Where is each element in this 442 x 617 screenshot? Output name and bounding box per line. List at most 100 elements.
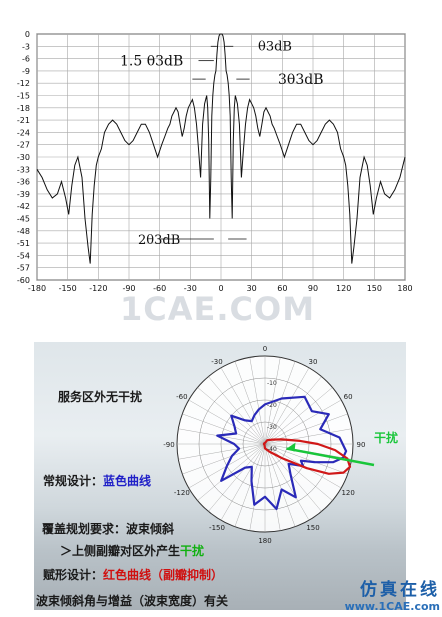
polar-spoke [220,367,266,445]
brand-url: www.1CAE.com [344,600,440,613]
polar-angle-label: -60 [176,393,187,401]
polar-angle-label: 120 [341,489,354,497]
polar-spoke [264,376,322,445]
x-tick-label: 60 [277,284,287,293]
interference-label: 干扰 [374,430,398,445]
caption-upper-sidelobe: ＞上侧副瓣对区外产生干扰 [60,542,204,559]
x-tick-label: -90 [122,284,135,293]
caption-conventional-prefix: 常规设计： [43,474,104,488]
annotation-1-5-theta3db: 1.5 θ3dB [120,54,183,70]
brand-name: 仿真在线 [360,580,440,600]
polar-spoke [220,443,266,521]
polar-spoke [264,361,296,445]
y-tick-label: -57 [17,264,30,273]
y-tick-label: -3 [22,42,30,51]
x-tick-label: 30 [247,284,257,293]
y-tick-label: -24 [17,128,30,137]
polar-spoke [178,443,266,460]
y-tick-label: -33 [17,165,30,174]
cartesian-radiation-pattern-chart: 0 -3 -6 -9 -12 -15 -18 -21 -24 -27 -30 -33 -36 -39 -42… [17,30,413,293]
x-tick-label: -60 [153,284,166,293]
polar-radiation-pattern-chart: 0 30 60 90 120 150 180 -150 -120 -90 -60 -30 -10 -20 -… [163,345,398,545]
polar-angle-label: 90 [357,441,366,449]
polar-angle-label: 30 [309,358,318,366]
caption-tilt-gain: 波束倾斜角与增益（波束宽度）有关 [36,594,229,608]
blue-pattern-curve [216,395,348,511]
polar-spoke [182,443,266,475]
polar-spoke [264,387,333,445]
y-tick-label: -36 [17,178,30,187]
y-tick-label: -45 [17,215,30,224]
y-tick-label: 0 [25,30,30,39]
x-tick-label: -150 [59,284,77,293]
y-tick-label: -48 [17,227,30,236]
caption-upper-sidelobe-prefix: ＞上侧副瓣对区外产生 [60,544,181,558]
y-tick-label: -21 [17,116,30,125]
pattern-line [36,33,406,264]
polar-spoke [264,443,310,521]
polar-spoke [264,443,333,501]
polar-angle-label: 180 [258,537,271,545]
polar-spoke [234,443,266,527]
polar-spoke [264,443,348,475]
polar-angle-label: 0 [263,345,267,353]
polar-spoke [264,367,310,445]
x-tick-label: -180 [28,284,46,293]
caption-conventional: 常规设计：蓝色曲线 [43,472,151,489]
polar-spoke [178,428,266,445]
polar-spoke [264,443,296,527]
polar-spoke [208,443,266,512]
polar-spoke [197,443,266,501]
polar-spoke [249,357,266,445]
polar-radial-label: -10 [267,380,277,387]
x-tick-label: 150 [367,284,382,293]
caption-upper-sidelobe-green: 干扰 [180,544,205,558]
polar-angle-label: -30 [211,358,222,366]
caption-coverage-req: 覆盖规划要求：波束倾斜 [42,522,175,536]
polar-spoke [208,376,266,445]
annotation-theta3db: θ3dB [258,39,292,54]
y-tick-label: -60 [17,276,30,285]
x-tick-label: -30 [184,284,197,293]
caption-service-area: 服务区外无干扰 [58,390,143,404]
polar-angle-label: -90 [163,441,174,449]
y-tick-label: -9 [22,67,30,76]
brand-watermark: 仿真在线 www.1CAE.com [318,575,440,613]
y-tick-label: -42 [17,202,30,211]
annotation-2-theta3db: 2θ3dB [138,233,180,248]
polar-spoke [188,399,266,445]
caption-shaping-red: 红色曲线（副瓣抑制） [103,568,224,582]
y-tick-label: -6 [22,55,30,64]
caption-shaping-prefix: 赋形设计： [43,568,104,582]
polar-spoke [264,399,342,445]
polar-pattern-panel: 0 30 60 90 120 150 180 -150 -120 -90 -60 -30 -10 -20 -… [34,342,406,610]
polar-radial-label: -20 [267,402,277,409]
x-tick-label: 0 [218,284,223,293]
y-tick-label: -54 [17,251,30,260]
y-tick-label: -30 [17,153,30,162]
y-tick-label: -51 [17,239,30,248]
caption-shaping: 赋形设计：红色曲线（副瓣抑制） [43,566,223,583]
x-tick-label: 180 [397,284,412,293]
polar-spoke [264,428,352,445]
polar-spoke [182,413,266,445]
red-pattern-curve [262,438,352,475]
polar-radial-label: -40 [267,446,277,453]
x-tick-label: 90 [308,284,318,293]
polar-spoke [264,443,281,531]
polar-spoke [249,443,266,531]
polar-angle-label: 60 [344,393,353,401]
watermark-1cae: 1CAE.COM [120,290,316,328]
y-tick-label: -12 [17,79,30,88]
x-tick-label: -120 [89,284,107,293]
caption-conventional-blue: 蓝色曲线 [103,474,152,488]
polar-spoke [234,361,266,445]
y-tick-label: -15 [17,92,30,101]
polar-angle-label: -150 [209,524,225,532]
y-tick-label: -39 [17,190,30,199]
polar-angle-label: -120 [174,489,190,497]
interference-arrow-line [286,447,375,467]
interference-arrow-head [286,442,296,452]
annotation-3-theta3db: 3θ3dB [278,72,324,88]
polar-radial-label: -30 [267,424,277,431]
